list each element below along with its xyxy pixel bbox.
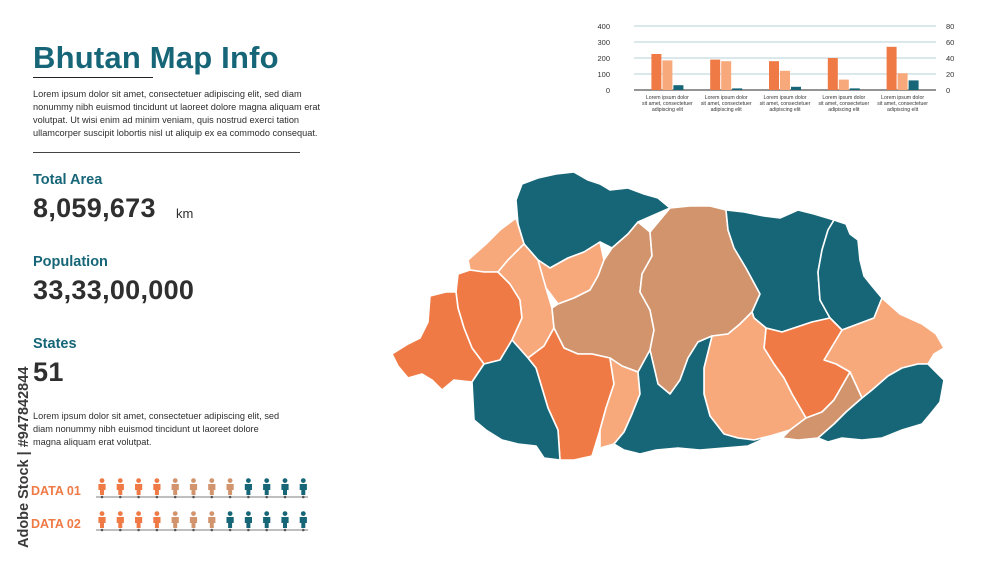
person-icon	[153, 511, 161, 528]
x-tick-label: Lorem ipsum dolor sit amet, consectetuer a…	[818, 95, 869, 113]
total-area-unit: km	[176, 206, 194, 221]
map-region	[817, 363, 945, 443]
bar	[827, 58, 838, 90]
map-region	[471, 339, 561, 461]
title-underline	[33, 77, 153, 78]
y-tick-label: 100	[597, 70, 610, 79]
population-value: 33,33,00,000	[33, 275, 195, 305]
bhutan-map	[391, 171, 945, 461]
data-02-label: DATA 02	[31, 517, 81, 531]
y2-tick-label: 80	[946, 22, 954, 31]
y2-tick-label: 20	[946, 70, 954, 79]
map-region	[391, 291, 485, 391]
total-area-value: 8,059,673	[33, 193, 156, 223]
y2-tick-label: 60	[946, 38, 954, 47]
person-icon	[135, 478, 143, 495]
bar	[673, 85, 684, 90]
person-icon	[116, 478, 124, 495]
bar	[897, 73, 908, 90]
person-icon	[208, 478, 216, 495]
bar	[908, 80, 919, 90]
y-tick-label: 300	[597, 38, 610, 47]
person-icon	[299, 511, 307, 528]
person-icon	[135, 511, 143, 528]
person-icon	[189, 478, 198, 495]
states-value: 51	[33, 357, 64, 387]
data-01-figures	[96, 478, 311, 500]
map-region	[817, 219, 883, 331]
person-icon	[98, 511, 106, 528]
data-01-label: DATA 01	[31, 484, 81, 498]
watermark-text: Adobe Stock | #947842844	[16, 367, 32, 548]
bar	[791, 86, 801, 90]
person-icon	[153, 478, 161, 495]
states-label: States	[33, 336, 77, 352]
bar	[732, 88, 743, 90]
data-02-figures	[96, 511, 311, 533]
y2-tick-label: 40	[946, 54, 954, 63]
person-icon	[244, 478, 252, 495]
person-icon	[98, 478, 106, 495]
total-area-label: Total Area	[33, 172, 103, 188]
person-icon	[226, 511, 234, 528]
person-icon	[171, 511, 179, 528]
person-icon	[171, 478, 179, 495]
x-tick-label: Lorem ipsum dolor sit amet, consectetuer a…	[760, 95, 811, 113]
person-icon	[208, 511, 216, 528]
bar	[710, 59, 721, 90]
bar	[780, 70, 790, 90]
person-icon	[263, 511, 271, 528]
y-tick-label: 400	[597, 22, 610, 31]
person-icon	[263, 478, 271, 495]
bar	[838, 79, 849, 90]
person-icon	[281, 478, 289, 495]
person-icon	[116, 511, 124, 528]
intro-divider	[33, 152, 300, 153]
person-icon	[189, 511, 198, 528]
y-tick-label: 200	[597, 54, 610, 63]
bar	[662, 60, 673, 90]
intro-text: Lorem ipsum dolor sit amet, consectetuer…	[33, 89, 321, 138]
bar	[886, 46, 897, 90]
bar	[769, 61, 779, 90]
x-tick-label: Lorem ipsum dolor sit amet, consectetuer a…	[701, 95, 752, 113]
map-region	[613, 335, 771, 455]
x-tick-label: Lorem ipsum dolor sit amet, consectetuer a…	[877, 95, 928, 113]
bar-chart: 0 100 200 300 400 0 20 40 60 80 Lorem ipsum dolor s…	[597, 22, 954, 113]
watermark: Adobe Stock | #947842844	[16, 367, 32, 548]
person-icon	[299, 478, 307, 495]
bar	[849, 88, 860, 90]
description-text: Lorem ipsum dolor sit amet, consectetuer…	[33, 411, 280, 447]
person-icon	[281, 511, 289, 528]
population-label: Population	[33, 254, 108, 270]
x-tick-label: Lorem ipsum dolor sit amet, consectetuer a…	[642, 95, 693, 113]
y-tick-label: 0	[606, 86, 610, 95]
page-title: Bhutan Map Info	[33, 40, 279, 75]
person-icon	[226, 478, 234, 495]
bar	[651, 54, 662, 90]
y2-tick-label: 0	[946, 86, 950, 95]
bar	[721, 61, 732, 90]
person-icon	[244, 511, 252, 528]
